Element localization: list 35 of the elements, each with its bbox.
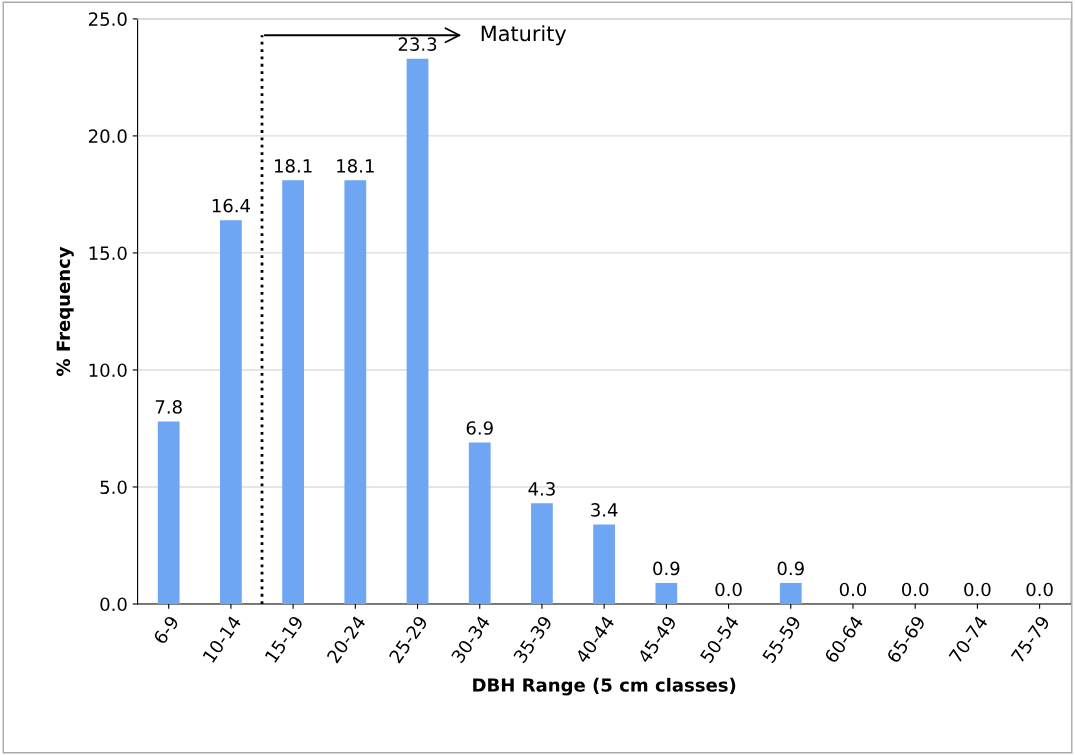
- data-label: 0.9: [653, 561, 680, 576]
- data-label: 18.1: [337, 159, 374, 173]
- data-label: 0.0: [1026, 582, 1053, 597]
- y-tick-label: 20.0: [89, 129, 127, 144]
- x-tick-label: 6-9: [152, 614, 180, 645]
- y-tick-label: 0.0: [100, 597, 127, 612]
- data-label: 16.4: [212, 198, 250, 213]
- y-tick-label: 10.0: [89, 363, 127, 378]
- data-label: 23.3: [398, 37, 437, 51]
- ref-line-label: Maturity: [481, 25, 567, 46]
- data-label: 0.0: [964, 582, 991, 597]
- y-tick-label: 15.0: [89, 246, 127, 261]
- y-tick-label: 25.0: [89, 12, 127, 26]
- y-axis-title: % Frequency: [56, 246, 74, 376]
- data-label: 0.0: [902, 582, 929, 597]
- data-label: 4.3: [528, 482, 555, 496]
- bar: [593, 524, 616, 604]
- bar: [220, 220, 242, 604]
- bar: [344, 180, 367, 604]
- bar: [282, 180, 304, 604]
- data-label: 3.4: [591, 503, 618, 517]
- x-axis-title: DBH Range (5 cm classes): [473, 677, 736, 696]
- data-label: 7.8: [155, 400, 182, 414]
- bar: [468, 442, 491, 604]
- data-label: 6.9: [466, 421, 493, 435]
- bar: [655, 582, 678, 604]
- data-label: 18.1: [275, 159, 312, 173]
- bar: [779, 582, 802, 604]
- data-label: 0.9: [777, 561, 804, 576]
- data-label: 0.0: [715, 582, 742, 597]
- y-tick-label: 5.0: [100, 480, 127, 495]
- data-label: 0.0: [839, 582, 867, 597]
- bar: [531, 503, 553, 604]
- bar: [406, 58, 429, 604]
- bar: [157, 421, 180, 604]
